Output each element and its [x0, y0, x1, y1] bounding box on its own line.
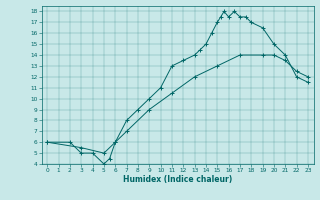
X-axis label: Humidex (Indice chaleur): Humidex (Indice chaleur)	[123, 175, 232, 184]
